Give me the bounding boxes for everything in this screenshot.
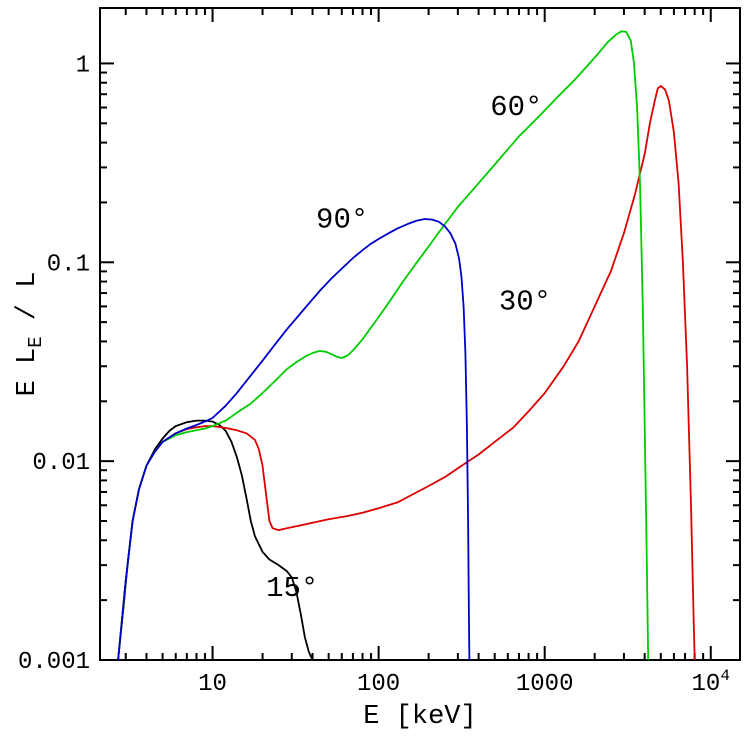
y-tick-label: 1: [76, 52, 90, 79]
plot-frame: [99, 7, 741, 661]
y-tick-labels: 0.001 0.01 0.1 1: [18, 52, 90, 676]
axis-ticks: [100, 8, 740, 661]
y-axis-title: E LE / L: [13, 272, 47, 397]
x-tick-label: 104: [692, 667, 730, 698]
curve-label-30deg: 30°: [499, 285, 551, 318]
x-tick-label: 100: [357, 671, 400, 698]
curve-label-60deg: 60°: [490, 91, 542, 124]
curve-30deg: [117, 85, 696, 660]
x-axis-title: E [keV]: [363, 702, 476, 732]
y-tick-label: 0.1: [47, 251, 90, 278]
y-tick-label: 0.01: [32, 450, 90, 477]
curve-label-90deg: 90°: [316, 203, 368, 236]
curve-15deg: [117, 419, 314, 660]
x-tick-label: 1000: [516, 671, 574, 698]
curve-90deg: [117, 218, 471, 660]
x-tick-labels: 10 100 1000 104: [198, 667, 730, 698]
curves: [117, 30, 696, 660]
y-tick-label: 0.001: [18, 649, 90, 676]
curve-label-15deg: 15°: [266, 572, 318, 605]
curve-60deg: [117, 30, 650, 660]
x-tick-label: 10: [198, 671, 227, 698]
